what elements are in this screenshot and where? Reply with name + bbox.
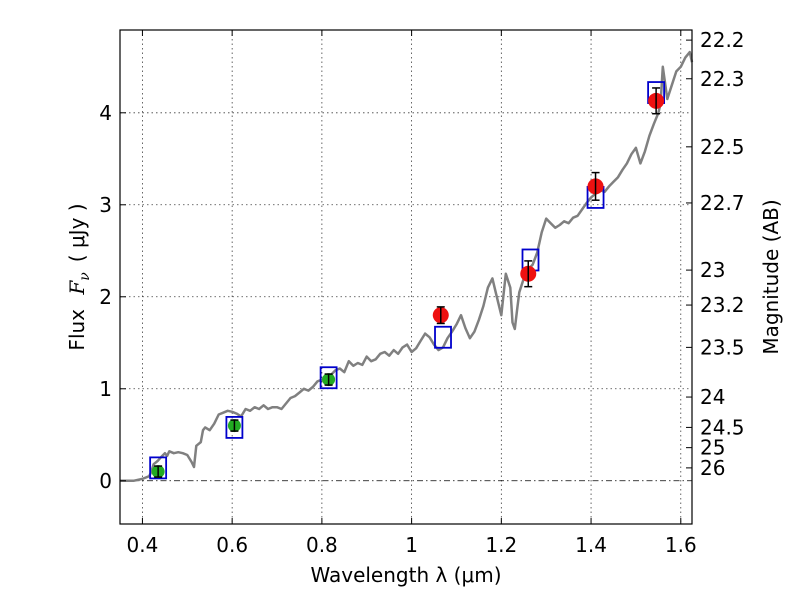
y-axis-title-units: ( μJy ): [65, 203, 89, 262]
right-tick-label: 22.3: [700, 67, 745, 91]
model-band-square: [225, 416, 244, 439]
right-tick-label: 26: [700, 456, 725, 480]
error-bar: [591, 171, 600, 201]
plot-frame: [119, 29, 693, 525]
error-bar: [524, 260, 533, 288]
right-tick-label: 23.2: [700, 293, 745, 317]
right-tick-label: 23: [700, 258, 725, 282]
model-sed-line: [120, 50, 694, 483]
y-axis-title-symbol: F: [65, 280, 89, 296]
right-tick-label: 24: [700, 385, 725, 409]
model-band-square: [434, 325, 452, 349]
right-tick-label: 22.7: [700, 191, 745, 215]
x-tick-label: 0.6: [216, 533, 248, 557]
marker-layer: [149, 81, 666, 480]
error-bar: [230, 419, 239, 432]
error-bar: [652, 87, 661, 115]
error-bar: [436, 306, 445, 325]
right-tick-label: 22.5: [700, 135, 745, 159]
right-axis-title: Magnitude (AB): [759, 199, 783, 354]
x-tick-label: 0.4: [127, 533, 159, 557]
y-tick-label: 0: [99, 469, 112, 493]
y-tick-label: 3: [99, 193, 112, 217]
y-tick-label: 4: [99, 101, 112, 125]
y-axis-title-subscript: ν: [77, 272, 93, 281]
x-tick-label: 1: [405, 533, 418, 557]
tick-layer: 0.4 0.6 0.8 1 1.2 1.4 1.60123422.222.322.522.7…: [99, 28, 744, 557]
x-axis-title: Wavelength λ (μm): [310, 563, 501, 587]
y-tick-label: 1: [99, 377, 112, 401]
x-tick-label: 1.4: [575, 533, 607, 557]
y-axis-title: Flux Fν ( μJy ): [65, 203, 93, 350]
model-sed-layer: [120, 50, 694, 483]
x-tick-label: 1.2: [485, 533, 517, 557]
y-axis-title-prefix: Flux: [65, 303, 89, 351]
model-band-square: [319, 366, 338, 390]
right-tick-label: 22.2: [700, 28, 745, 52]
grid-layer: [120, 30, 692, 524]
model-band-square: [149, 456, 168, 480]
x-tick-label: 1.6: [665, 533, 697, 557]
x-tick-label: 0.8: [306, 533, 338, 557]
right-tick-label: 25: [700, 436, 725, 460]
error-bar: [324, 373, 333, 386]
right-tick-label: 24.5: [700, 415, 745, 439]
y-tick-label: 2: [99, 285, 112, 309]
error-bar: [154, 465, 163, 478]
right-tick-label: 23.5: [700, 335, 745, 359]
